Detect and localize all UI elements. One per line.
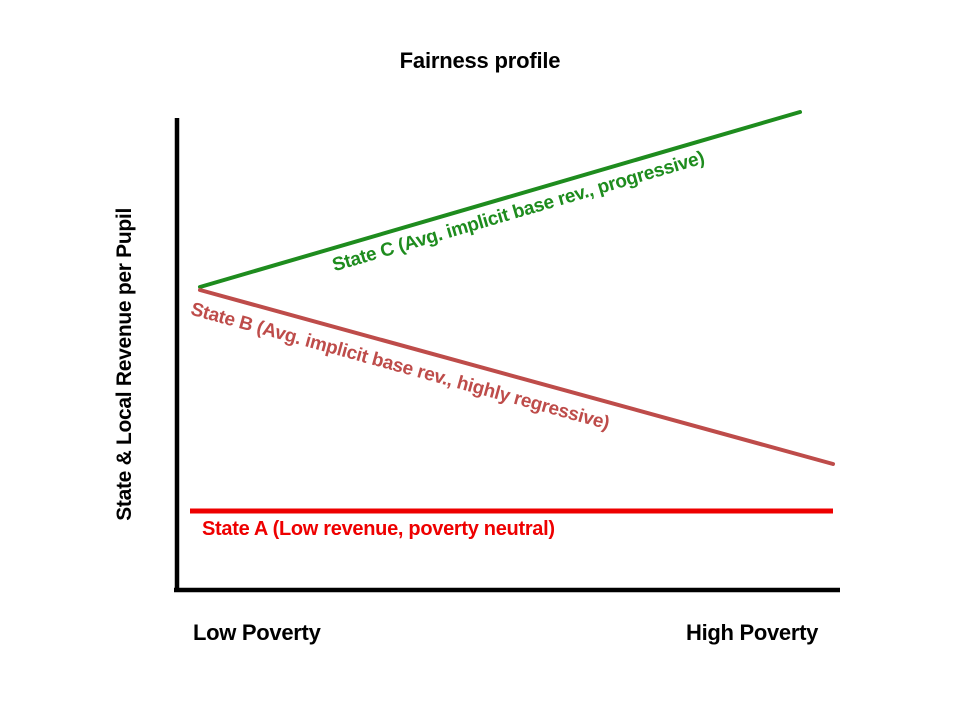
x-axis-label-high-poverty: High Poverty — [686, 620, 819, 645]
state-c-line — [198, 110, 802, 289]
state-a-label: State A (Low revenue, poverty neutral) — [202, 518, 555, 540]
state-b-line — [198, 288, 835, 466]
x-axis-label-low-poverty: Low Poverty — [193, 620, 321, 645]
chart-title: Fairness profile — [399, 48, 561, 73]
